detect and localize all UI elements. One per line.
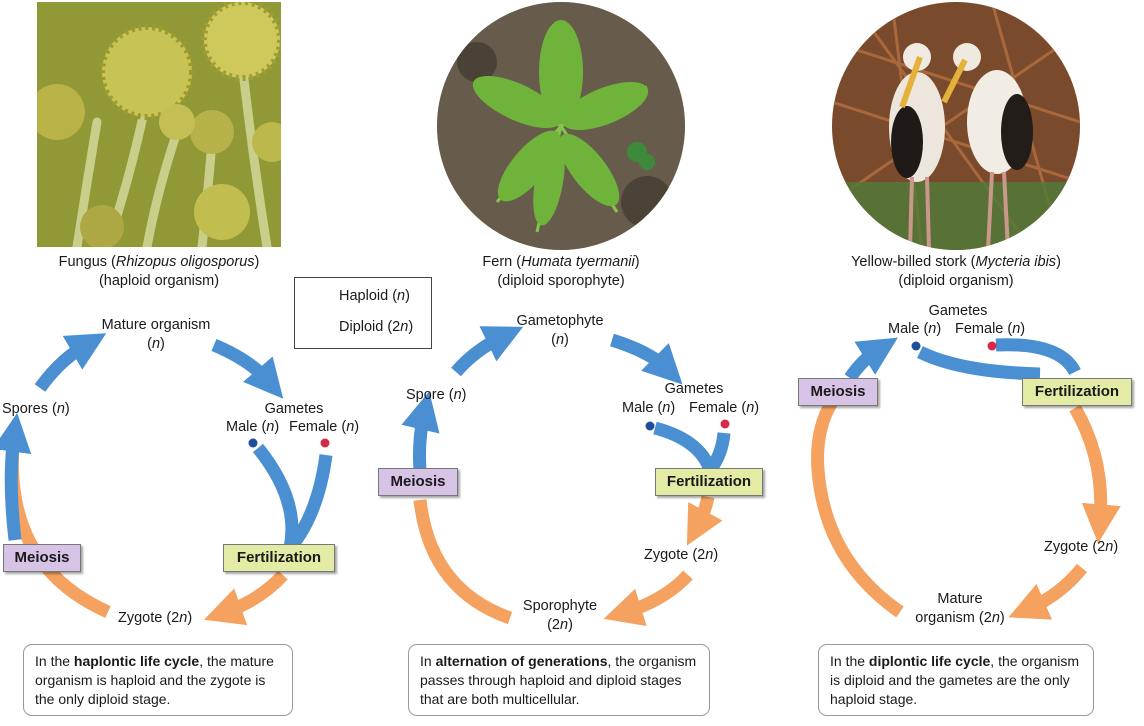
fungus-fert-to-zygote-arrow — [203, 570, 288, 626]
stork-meiosis-tag: Meiosis — [798, 378, 878, 406]
fern-sporophyte-to-meiosis-arrow — [413, 499, 513, 625]
legend-diploid: Diploid (2n) — [339, 319, 414, 335]
fern-female-gamete-arrow — [704, 432, 731, 475]
fern-zygote-to-sporophyte-arrow — [603, 570, 693, 627]
stork-meiosis-to-gametes-arrow — [844, 337, 898, 382]
fungus-note: In the haplontic life cycle, the mature … — [23, 644, 293, 716]
fungus-mature-organism-label: Mature organism (n) — [101, 317, 211, 352]
stork-zygote-label: Zygote (2n) — [1044, 539, 1119, 555]
fern-note: In alternation of generations, the organ… — [408, 644, 710, 716]
fern-spore-to-gametophyte-arrow — [451, 326, 524, 377]
fern-gametes-label: Gametes — [664, 381, 724, 397]
stork-fert-to-zygote-arrow — [1069, 404, 1121, 544]
fern-fertilization-tag: Fertilization — [655, 468, 763, 496]
stork-fertilization-tag: Fertilization — [1022, 378, 1132, 406]
stork-mature-organism-label: Mature organism (2n) — [915, 591, 1005, 626]
stork-zygote-to-mature-arrow — [1008, 563, 1088, 620]
stork-male-gamete-arrow — [917, 346, 1041, 381]
fern-sporophyte-label: Sporophyte (2n) — [522, 598, 598, 633]
fern-male-label: Male (n) — [622, 400, 676, 416]
legend-haploid: Haploid (n) — [339, 288, 410, 304]
stork-female-dot — [987, 341, 997, 351]
fungus-mature-to-gametes-arrow — [211, 339, 284, 399]
fern-female-dot — [720, 419, 730, 429]
fern-fert-to-zygote-arrow — [686, 495, 723, 546]
legend: Haploid (n) Diploid (2n) — [294, 277, 432, 349]
stork-female-label: Female (n) — [955, 321, 1026, 337]
fungus-meiosis-haploid-arrow — [0, 412, 32, 541]
fungus-spores-label: Spores (n) — [2, 401, 70, 417]
fungus-female-dot — [320, 438, 330, 448]
fern-female-label: Female (n) — [689, 400, 760, 416]
fungus-meiosis-tag: Meiosis — [3, 544, 81, 572]
fern-photo — [437, 2, 685, 250]
fungus-zygote-label: Zygote (2n) — [118, 610, 193, 626]
fern-male-dot — [645, 421, 655, 431]
fungus-male-dot — [248, 438, 258, 448]
stork-gametes-label: Gametes — [928, 303, 988, 319]
fungus-female-label: Female (n) — [289, 419, 360, 435]
fern-spore-label: Spore (n) — [406, 387, 467, 403]
fungus-male-gamete-arrow — [252, 443, 299, 550]
stork-note: In the diplontic life cycle, the organis… — [818, 644, 1094, 716]
fungus-photo — [37, 2, 281, 247]
fungus-spores-to-mature-arrow — [34, 333, 107, 392]
fern-zygote-label: Zygote (2n) — [644, 547, 719, 563]
stork-caption: Yellow-billed stork (Mycteria ibis) (dip… — [851, 254, 1061, 289]
fern-caption: Fern (Humata tyermanii) (diploid sporoph… — [482, 254, 640, 289]
stork-male-dot — [911, 341, 921, 351]
fern-gametophyte-to-gametes-arrow — [610, 333, 683, 385]
fungus-zygote-to-spores-arrow — [5, 428, 111, 618]
fern-meiosis-tag: Meiosis — [378, 468, 458, 496]
fungus-caption: Fungus (Rhizopus oligosporus) (haploid o… — [58, 254, 260, 289]
stork-male-label: Male (n) — [888, 321, 942, 337]
fungus-female-gamete-arrow — [284, 454, 333, 553]
fern-gametophyte-label: Gametophyte (n) — [516, 313, 604, 348]
fungus-gametes-label: Gametes — [264, 401, 324, 417]
stork-female-gamete-arrow — [995, 338, 1081, 376]
fern-meiosis-to-spore-arrow — [401, 391, 440, 471]
stork-photo — [832, 2, 1080, 250]
stork-mature-to-meiosis-arrow — [811, 398, 904, 618]
fungus-male-label: Male (n) — [226, 419, 280, 435]
fern-male-gamete-arrow — [653, 421, 717, 473]
fungus-fertilization-tag: Fertilization — [223, 544, 335, 572]
